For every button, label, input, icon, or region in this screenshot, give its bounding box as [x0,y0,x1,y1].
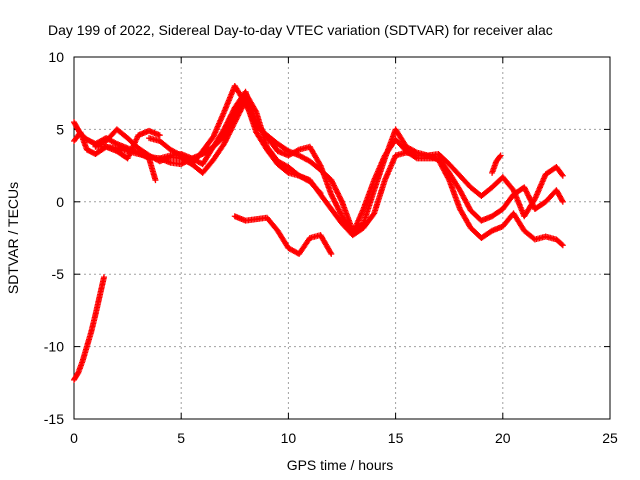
x-tick-label: 25 [602,430,618,446]
data-point [559,197,566,204]
data-point [294,147,301,154]
series-track-1 [71,274,108,383]
chart-title: Day 199 of 2022, Sidereal Day-to-day VTE… [48,22,553,38]
data-point [316,188,323,195]
data-point [152,177,159,184]
y-axis-label: SDTVAR / TECUs [5,182,21,294]
series-track-7 [156,90,324,197]
data-point [252,107,259,114]
y-tick-label: 10 [48,49,64,65]
data-point [559,198,566,205]
data-point [558,241,565,248]
x-tick-label: 5 [177,430,185,446]
plot-frame [73,56,611,420]
data-point [316,161,323,168]
x-tick-label: 20 [495,430,511,446]
y-tick-labels: -15 -10 -5 0 5 10 [44,49,64,427]
series-track-6 [146,97,566,249]
data-point [497,152,504,159]
y-tick-label: 0 [56,194,64,210]
data-point [101,274,108,281]
x-tick-label: 0 [70,430,78,446]
y-tick-label: -5 [52,266,65,282]
data-point [559,242,566,249]
x-axis-label: GPS time / hours [287,457,394,473]
y-tick-label: -10 [44,339,64,355]
x-tick-label: 10 [281,430,297,446]
data-point [496,153,503,160]
data-point [156,132,163,139]
data-point [558,171,565,178]
data-point [74,370,81,377]
series-track-8 [231,213,335,257]
y-tick-label: 5 [56,121,64,137]
x-tick-labels: 0 5 10 15 20 25 [70,430,618,446]
data-point [327,249,334,256]
data-point [317,190,324,197]
series-track-9 [489,152,504,176]
data-point [559,172,566,179]
data-point [328,250,335,257]
y-tick-label: -15 [44,411,64,427]
data-series [71,82,566,383]
x-tick-label: 15 [388,430,404,446]
axis-ticks [73,56,611,420]
